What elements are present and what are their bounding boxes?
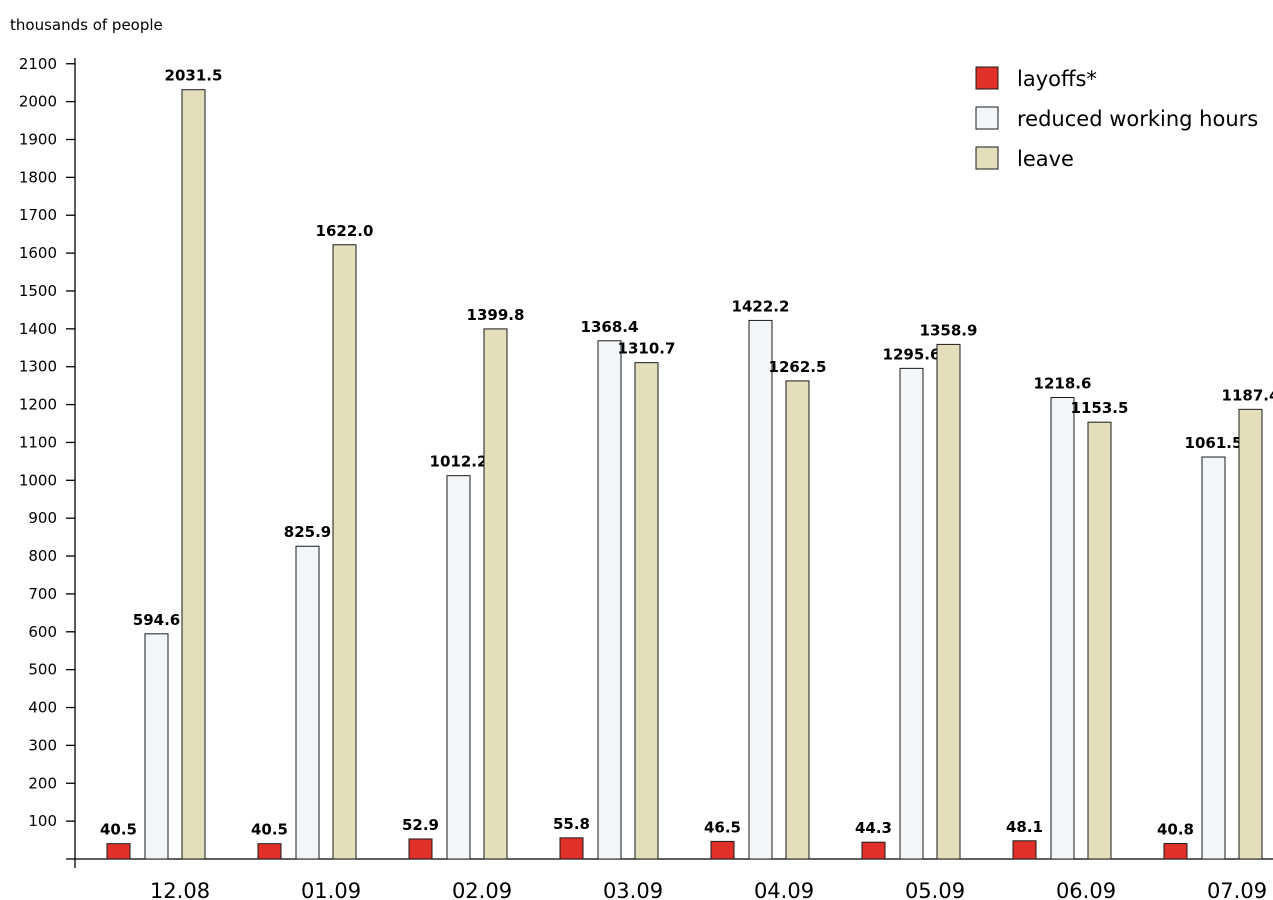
bar-value-label: 40.5	[251, 821, 288, 839]
y-tick-label: 100	[28, 812, 57, 830]
legend-label-0: layoffs*	[1017, 67, 1097, 91]
x-tick-label: 12.08	[150, 879, 210, 900]
bar-value-label: 1622.0	[316, 222, 374, 240]
x-tick-label: 06.09	[1056, 879, 1116, 900]
y-tick-label: 1200	[19, 396, 57, 414]
bar-03.09-1	[597, 340, 622, 860]
y-tick-label: 800	[28, 547, 57, 565]
bar-value-label: 55.8	[553, 815, 590, 833]
bar-value-label: 1262.5	[769, 358, 827, 376]
y-tick-label: 1900	[19, 130, 57, 148]
bar-value-label: 1012.2	[430, 453, 488, 471]
bars: 40.5 40.5 52.9 55.8 46.5 44.3 48.1 40.8 594.6 825…	[100, 67, 1273, 860]
y-tick-label: 700	[28, 585, 57, 603]
x-tick-label: 01.09	[301, 879, 361, 900]
y-axis-label: thousands of people	[10, 16, 163, 34]
bar-value-label: 594.6	[133, 611, 180, 629]
bar-05.09-2	[936, 343, 961, 860]
legend-label-1: reduced working hours	[1017, 107, 1258, 131]
bar-value-label: 1153.5	[1071, 399, 1129, 417]
bar-value-label: 1358.9	[920, 321, 978, 339]
y-tick-label: 1600	[19, 244, 57, 262]
bar-value-label: 825.9	[284, 523, 331, 541]
bar-value-label: 1399.8	[467, 306, 525, 324]
bar-02.09-2	[483, 328, 508, 860]
x-tick-label: 07.09	[1207, 879, 1267, 900]
y-tick-label: 300	[28, 736, 57, 754]
bar-02.09-1	[446, 475, 471, 860]
legend-label-2: leave	[1017, 147, 1074, 171]
y-tick-label: 1500	[19, 282, 57, 300]
bar-06.09-1	[1050, 397, 1075, 860]
bar-07.09-2	[1238, 408, 1263, 860]
bar-01.09-1	[295, 545, 320, 860]
bar-04.09-1	[748, 319, 773, 860]
legend-swatch-0	[975, 66, 999, 90]
bar-value-label: 46.5	[704, 818, 741, 836]
bar-12.08-1	[144, 633, 169, 860]
bar-value-label: 1422.2	[732, 297, 790, 315]
y-tick-label: 200	[28, 774, 57, 792]
bar-07.09-0	[1163, 843, 1188, 860]
bar-value-label: 40.8	[1157, 821, 1194, 839]
y-tick-label: 1700	[19, 206, 57, 224]
y-tick-label: 2000	[19, 93, 57, 111]
bar-value-label: 1310.7	[618, 340, 676, 358]
bar-07.09-1	[1201, 456, 1226, 860]
x-tick-label: 02.09	[452, 879, 512, 900]
bar-value-label: 44.3	[855, 819, 892, 837]
y-axis-ticks: 100 200 300 400 500 600 700 800 900 1000 1100 1200 1…	[19, 55, 75, 830]
x-tick-label: 04.09	[754, 879, 814, 900]
y-tick-label: 1000	[19, 471, 57, 489]
bar-03.09-0	[559, 837, 584, 860]
bar-value-label: 1061.5	[1185, 434, 1243, 452]
x-tick-label: 03.09	[603, 879, 663, 900]
bar-04.09-0	[710, 840, 735, 860]
y-tick-label: 600	[28, 623, 57, 641]
bar-value-label: 1187.4	[1222, 386, 1273, 404]
legend-swatch-2	[975, 146, 999, 170]
bar-value-label: 48.1	[1006, 818, 1043, 836]
y-tick-label: 1400	[19, 320, 57, 338]
x-axis-ticks: 12.08 01.09 02.09 03.09 04.09 05.09 06.09 07.09	[150, 879, 1267, 900]
bar-04.09-2	[785, 380, 810, 860]
bar-value-label: 52.9	[402, 816, 439, 834]
y-tick-label: 1300	[19, 358, 57, 376]
bar-05.09-0	[861, 841, 886, 860]
bar-value-label: 2031.5	[165, 67, 223, 85]
bar-01.09-0	[257, 843, 282, 860]
bar-12.08-2	[181, 89, 206, 860]
bar-12.08-0	[106, 843, 131, 860]
bar-value-label: 1368.4	[581, 318, 639, 336]
bar-06.09-0	[1012, 840, 1037, 860]
bar-value-label: 1295.6	[883, 345, 941, 363]
x-tick-label: 05.09	[905, 879, 965, 900]
legend-swatch-1	[975, 106, 999, 130]
bar-value-label: 1218.6	[1034, 375, 1092, 393]
bar-03.09-2	[634, 362, 659, 860]
bar-02.09-0	[408, 838, 433, 860]
bar-value-label: 40.5	[100, 821, 137, 839]
bar-06.09-2	[1087, 421, 1112, 860]
y-tick-label: 1100	[19, 433, 57, 451]
y-tick-label: 2100	[19, 55, 57, 73]
bar-05.09-1	[899, 367, 924, 860]
bar-01.09-2	[332, 244, 357, 860]
y-tick-label: 900	[28, 509, 57, 527]
y-tick-label: 500	[28, 661, 57, 679]
y-tick-label: 400	[28, 699, 57, 717]
y-tick-label: 1800	[19, 168, 57, 186]
legend: layoffs* reduced working hours leave	[975, 66, 1258, 171]
